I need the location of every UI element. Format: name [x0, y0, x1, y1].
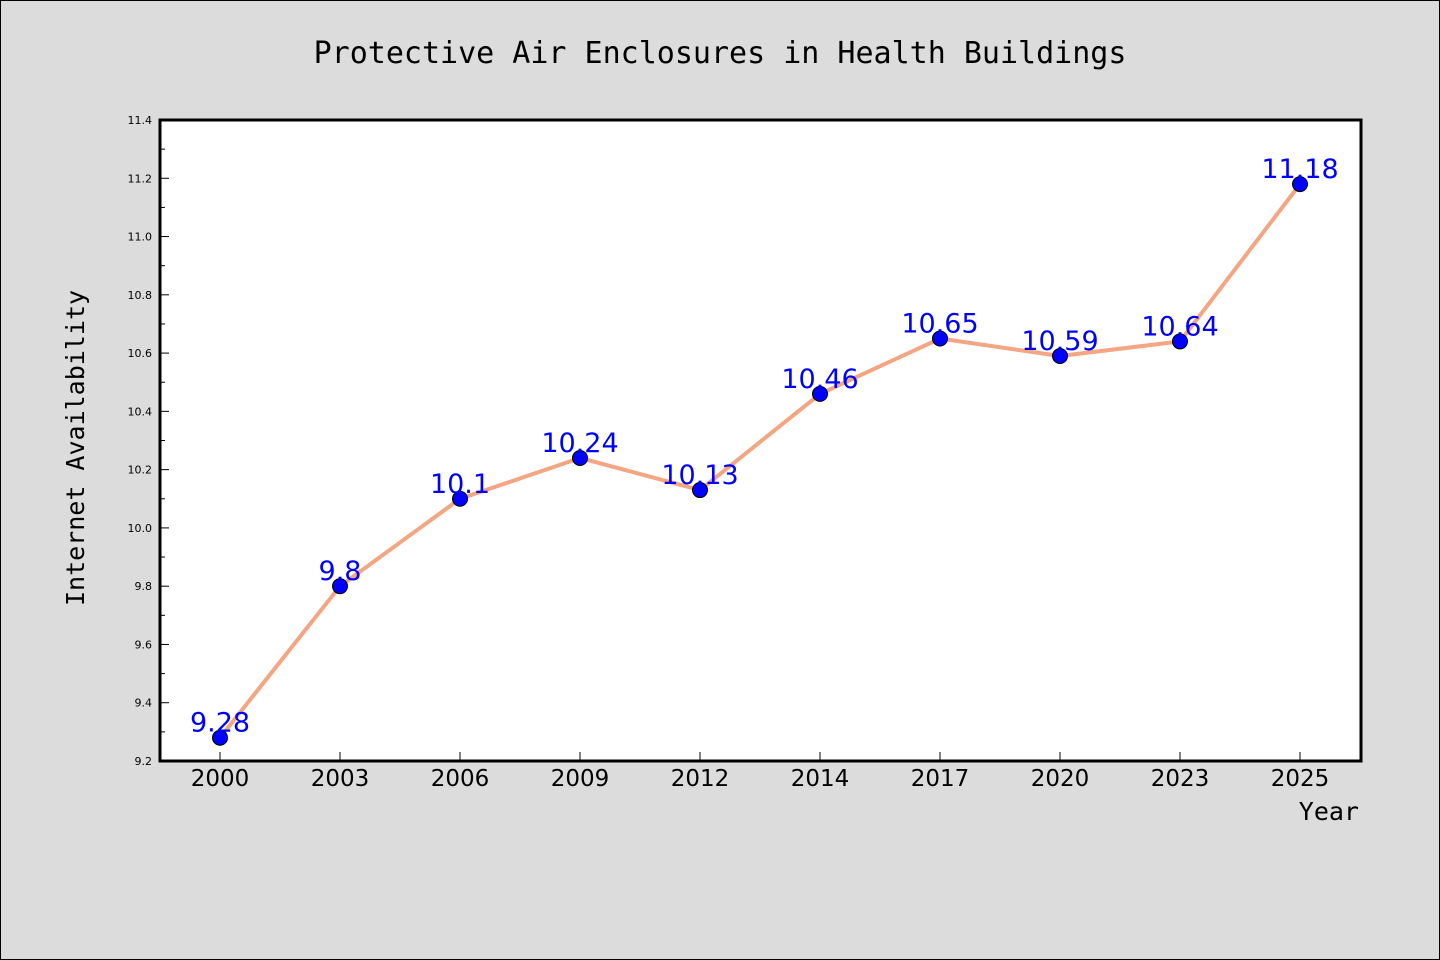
- data-point: [812, 385, 828, 402]
- y-tick-label: 10.2: [128, 464, 153, 477]
- data-label: 9.28: [190, 708, 250, 739]
- data-label: 10.24: [541, 428, 618, 459]
- data-label: 10.13: [661, 460, 738, 491]
- data-point: [572, 449, 588, 466]
- y-tick-label: 10.0: [128, 522, 153, 535]
- x-tick-label: 2009: [551, 766, 610, 792]
- chart-title: Protective Air Enclosures in Health Buil…: [314, 36, 1127, 71]
- y-tick-label: 11.2: [128, 172, 153, 185]
- data-point: [932, 330, 948, 347]
- data-label: 10.46: [781, 364, 858, 395]
- y-tick-label: 9.8: [135, 580, 153, 593]
- x-axis: 2000 2003 2006 2009 2012 2014 2017 2020 2023 2025: [191, 752, 1330, 792]
- data-point: [332, 578, 348, 595]
- y-axis-label: Internet Availability: [61, 290, 90, 606]
- series-line: [218, 182, 1302, 739]
- data-point: [1172, 333, 1188, 350]
- x-tick-label: 2000: [191, 766, 250, 792]
- data-label: 9.8: [319, 556, 362, 587]
- data-label: 10.59: [1021, 326, 1098, 357]
- data-point: [692, 482, 708, 499]
- x-tick-label: 2006: [431, 766, 490, 792]
- y-tick-label: 10.4: [128, 405, 153, 418]
- data-point: [212, 729, 228, 746]
- x-tick-label: 2014: [791, 766, 850, 792]
- data-label: 10.1: [430, 469, 490, 500]
- y-tick-label: 10.8: [128, 289, 153, 302]
- y-tick-label: 11.4: [128, 114, 153, 127]
- data-labels: 9.28 9.8 10.1 10.24 10.13 10.46 10.65 10.59 10.6…: [190, 154, 1339, 739]
- data-label: 10.64: [1141, 311, 1218, 342]
- x-axis-label: Year: [1299, 797, 1359, 826]
- x-tick-label: 2017: [911, 766, 970, 792]
- y-tick-label: 9.2: [135, 755, 153, 768]
- data-point: [452, 490, 468, 507]
- y-axis: 9.2 9.4 9.6 9.8 10.0 10.2 10.4 10.6 10.8 11.0 11.2…: [128, 114, 169, 768]
- data-markers: [212, 176, 1308, 746]
- x-tick-label: 2003: [311, 766, 370, 792]
- y-tick-label: 9.4: [135, 697, 153, 710]
- x-tick-label: 2025: [1271, 766, 1330, 792]
- y-tick-label: 10.6: [128, 347, 153, 360]
- plot-frame: [158, 118, 1363, 763]
- x-tick-label: 2020: [1031, 766, 1090, 792]
- data-point: [1052, 348, 1068, 365]
- data-point: [1292, 176, 1308, 193]
- x-tick-label: 2023: [1151, 766, 1210, 792]
- y-tick-label: 11.0: [128, 231, 153, 244]
- data-label: 10.65: [901, 309, 978, 340]
- data-label: 11.18: [1261, 154, 1338, 185]
- x-tick-label: 2012: [671, 766, 730, 792]
- y-tick-label: 9.6: [135, 638, 153, 651]
